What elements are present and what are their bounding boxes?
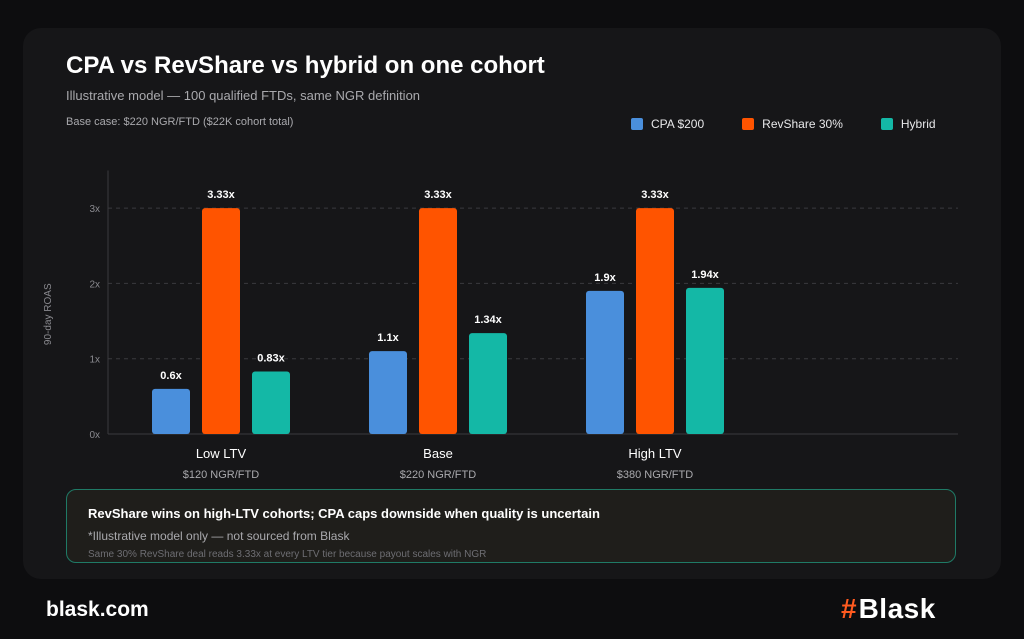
x-tick-label: Base [423, 446, 453, 461]
bar-hybrid-low-ltv [252, 371, 290, 434]
legend-label-cpa: CPA $200 [651, 117, 705, 131]
y-tick-label: 1x [89, 355, 100, 366]
y-tick-label: 2x [89, 279, 100, 290]
bar-revshare-30--low-ltv [202, 208, 240, 434]
legend: CPA $200 RevShare 30% Hybrid [631, 117, 936, 131]
chart-title: CPA vs RevShare vs hybrid on one cohort [66, 52, 545, 79]
x-tick-sublabel: $380 NGR/FTD [617, 469, 693, 481]
legend-item-cpa: CPA $200 [631, 117, 704, 131]
legend-label-hybrid: Hybrid [900, 117, 936, 131]
bar-value-label: 1.1x [377, 332, 399, 344]
insight-callout: RevShare wins on high-LTV cohorts; CPA c… [66, 489, 956, 563]
x-tick-sublabel: $220 NGR/FTD [400, 469, 476, 481]
bar-revshare-30--base [419, 208, 457, 434]
callout-headline: RevShare wins on high-LTV cohorts; CPA c… [88, 506, 600, 521]
legend-swatch-cpa [631, 118, 643, 130]
callout-note: *Illustrative model only — not sourced f… [88, 529, 350, 543]
bar-value-label: 0.83x [257, 353, 285, 365]
legend-item-hybrid: Hybrid [880, 117, 936, 131]
y-tick-label: 0x [89, 430, 100, 441]
bar-hybrid-high-ltv [686, 287, 724, 434]
chart-card [23, 28, 1001, 579]
base-case-note: Base case: $220 NGR/FTD ($22K cohort tot… [66, 116, 294, 128]
callout-footnote: Same 30% RevShare deal reads 3.33x at ev… [88, 549, 487, 560]
bar-value-label: 3.33x [207, 189, 235, 201]
x-tick-sublabel: $120 NGR/FTD [183, 469, 259, 481]
legend-swatch-revshare [742, 118, 755, 130]
footer-url: blask.com [46, 598, 149, 621]
brand-name: Blask [858, 593, 936, 624]
legend-item-revshare: RevShare 30% [742, 117, 843, 131]
bar-value-label: 1.9x [594, 272, 616, 284]
bar-cpa-200-base [369, 351, 407, 434]
bar-cpa-200-high-ltv [586, 290, 624, 434]
bar-cpa-200-low-ltv [152, 388, 190, 434]
legend-swatch-hybrid [880, 118, 893, 130]
x-tick-label: High LTV [628, 446, 682, 461]
brand-logo: # Blask [841, 593, 936, 625]
y-tick-label: 3x [89, 204, 100, 215]
bar-value-label: 3.33x [424, 189, 452, 201]
x-tick-label: Low LTV [196, 446, 247, 461]
bar-value-label: 0.6x [160, 370, 182, 382]
bar-value-label: 3.33x [641, 189, 669, 201]
legend-label-revshare: RevShare 30% [762, 117, 843, 131]
hash-icon: # [841, 593, 857, 624]
bar-value-label: 1.94x [691, 269, 719, 281]
bar-revshare-30--high-ltv [636, 208, 674, 434]
bar-value-label: 1.34x [474, 314, 502, 326]
chart-subtitle: Illustrative model — 100 qualified FTDs,… [66, 88, 421, 103]
y-axis-label: 90-day ROAS [43, 283, 54, 345]
bar-hybrid-base [469, 333, 507, 434]
